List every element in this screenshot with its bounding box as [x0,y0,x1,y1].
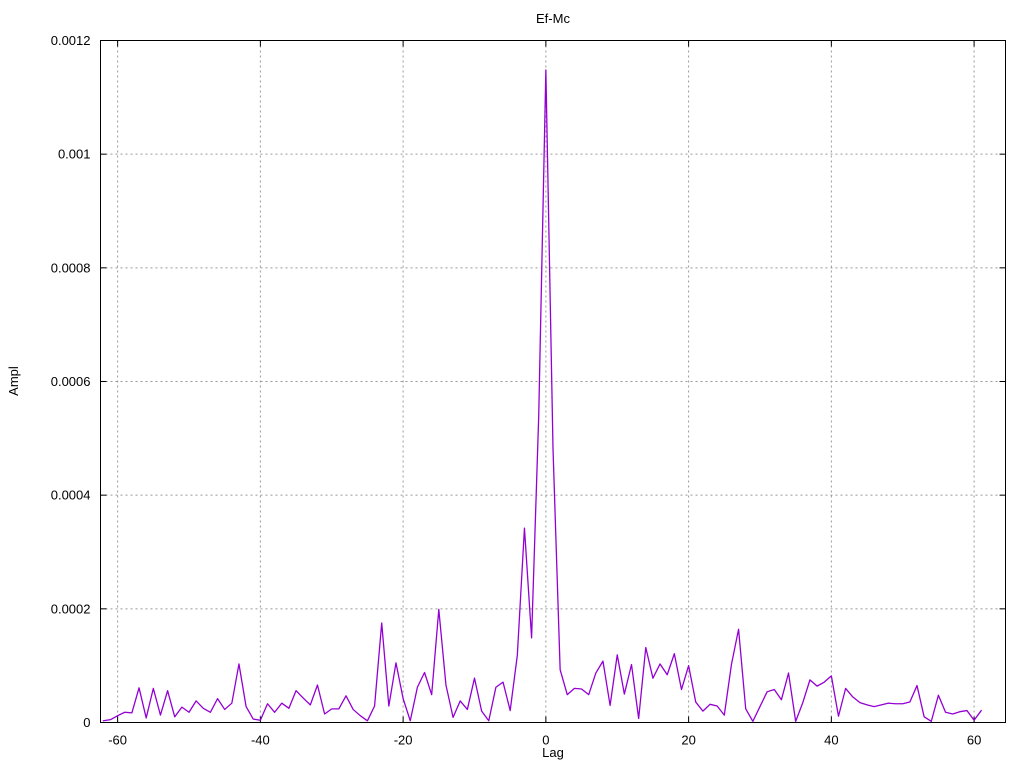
data-series-line [102,69,982,723]
x-tick-label: 60 [967,733,981,748]
y-tick-label: 0.0008 [51,260,91,275]
y-axis-label: Ampl [6,366,21,396]
tick-labels: -60 -40 -20 0 20 40 60 0 0.0002 0.0004 0.0006 0.000… [51,33,982,748]
x-tick-label: 20 [681,733,695,748]
x-tick-label: 0 [542,733,549,748]
x-axis-label: Lag [542,745,564,760]
y-tick-label: 0 [83,715,90,730]
x-tick-label: -40 [251,733,270,748]
y-tick-label: 0.0002 [51,601,91,616]
gridlines [100,40,1006,723]
y-tick-label: 0.0004 [51,488,91,503]
y-tick-label: 0.0006 [51,374,91,389]
x-tick-label: -60 [108,733,127,748]
axis-ticks [100,40,1006,723]
y-tick-label: 0.001 [58,147,91,162]
plot-frame [100,40,1006,723]
y-tick-label: 0.0012 [51,33,91,48]
x-tick-label: 40 [824,733,838,748]
x-tick-label: -20 [394,733,413,748]
chart-title: Ef-Mc [536,11,570,26]
